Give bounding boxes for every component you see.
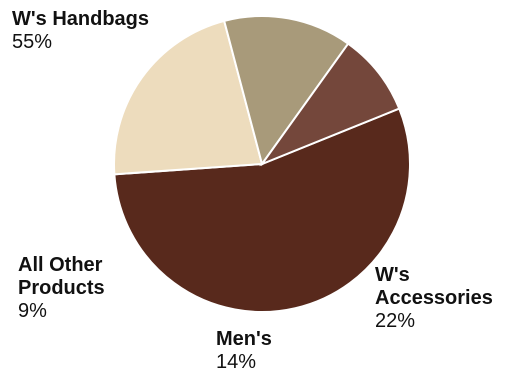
label-mens-name: Men's xyxy=(216,328,272,350)
label-all-other-products-value: 9% xyxy=(18,300,47,322)
slice-mens xyxy=(222,15,350,167)
label-womens-handbags-value: 55% xyxy=(12,31,53,53)
label-all-other-products-name-line1: All Other xyxy=(18,254,103,276)
slice-womens-handbags xyxy=(113,107,411,314)
label-mens: Men's 14% xyxy=(216,328,272,374)
label-mens-value: 14% xyxy=(216,351,257,373)
label-womens-accessories-value: 22% xyxy=(375,310,416,332)
slice-womens-accessories xyxy=(113,19,264,176)
label-womens-accessories-name-line1: W's xyxy=(375,264,410,286)
label-womens-accessories: W's Accessories 22% xyxy=(375,264,493,333)
label-womens-handbags-name: W's Handbags xyxy=(12,8,149,30)
slice-all-other-products xyxy=(259,42,401,167)
label-all-other-products: All Other Products 9% xyxy=(18,254,105,323)
label-womens-handbags: W's Handbags 55% xyxy=(12,8,149,54)
label-all-other-products-name-line2: Products xyxy=(18,277,105,299)
label-womens-accessories-name-line2: Accessories xyxy=(375,287,493,309)
